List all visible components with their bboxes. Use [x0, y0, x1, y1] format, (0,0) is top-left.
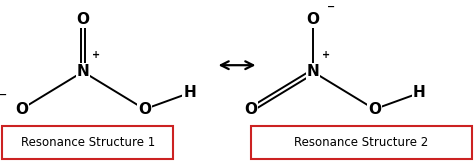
Text: O: O [15, 102, 28, 117]
Text: O: O [138, 102, 151, 117]
Text: Resonance Structure 1: Resonance Structure 1 [20, 136, 155, 149]
Text: N: N [307, 64, 319, 79]
Text: Resonance Structure 2: Resonance Structure 2 [294, 136, 428, 149]
Text: H: H [183, 85, 196, 100]
Text: O: O [368, 102, 381, 117]
Text: O: O [245, 102, 258, 117]
FancyBboxPatch shape [251, 126, 472, 159]
Text: N: N [77, 64, 89, 79]
Text: +: + [92, 50, 100, 60]
Text: O: O [76, 12, 90, 27]
FancyBboxPatch shape [2, 126, 173, 159]
Text: H: H [413, 85, 426, 100]
Text: +: + [322, 50, 330, 60]
Text: −: − [327, 2, 335, 12]
Text: −: − [0, 89, 8, 100]
Text: O: O [306, 12, 319, 27]
